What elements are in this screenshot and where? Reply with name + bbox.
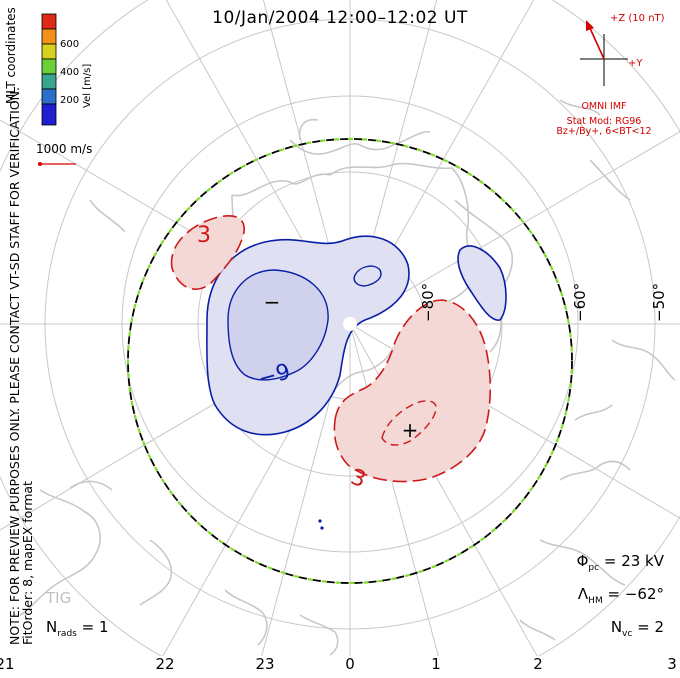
mlt-label-3: 3 <box>667 655 677 673</box>
imf-dial <box>580 20 628 86</box>
imf-model: Stat Mod: RG96 <box>567 116 642 127</box>
station-code: TIG <box>45 589 71 607</box>
imf-vector-arrow <box>588 25 605 60</box>
colorbar-tick: 200 <box>60 95 79 106</box>
negative-potential-cell <box>206 235 507 530</box>
lambda-hm-stat: ΛHM = −62° <box>577 585 664 606</box>
map-title: 10/Jan/2004 12:00–12:02 UT <box>212 8 468 28</box>
phi-pc-stat: Φpc = 23 kV <box>576 552 664 573</box>
fit-order-note: FitOrder: 8, mapEX format <box>20 481 35 645</box>
contour-label: 3 <box>197 223 211 248</box>
latitude-label-80: −80° <box>419 283 437 322</box>
potential-max-marker: + <box>402 418 419 442</box>
preview-note: NOTE: FOR PREVIEW PURPOSES ONLY. PLEASE … <box>7 87 35 645</box>
colorbar-tick: 600 <box>60 39 79 50</box>
nvc-stat: Nvc = 2 <box>610 618 664 639</box>
mlt-label-1: 1 <box>431 655 441 673</box>
imf-y-label: +Y <box>628 58 643 69</box>
nrads-stat: Nrads = 1 <box>46 618 109 639</box>
hm-boundary <box>126 137 574 585</box>
mlt-label-2: 2 <box>533 655 543 673</box>
colorbar-label: Vel [m/s] <box>82 64 93 108</box>
imf-z-label: +Z (10 nT) <box>610 13 665 24</box>
imf-source: OMNI IMF <box>581 101 626 112</box>
colorbar-tick: 400 <box>60 67 79 78</box>
positive-potential-cell <box>170 215 492 483</box>
latitude-label-60: −60° <box>571 283 589 322</box>
colorbar <box>41 13 57 126</box>
velocity-scale: 1000 m/s <box>36 142 92 166</box>
contour-label: 3 <box>347 465 369 493</box>
potential-min-marker: − <box>264 290 281 314</box>
mlt-label-23: 23 <box>255 655 275 673</box>
svg-text:1000 m/s: 1000 m/s <box>36 142 92 156</box>
mlt-label-22: 22 <box>155 655 175 673</box>
imf-model-params: Bz+/By+, 6<BT<12 <box>556 126 651 137</box>
latitude-label-50: −50° <box>650 283 668 322</box>
mlt-label-0: 0 <box>345 655 355 673</box>
pole-marker <box>343 317 357 331</box>
mlt-label-21: 21 <box>0 655 15 673</box>
